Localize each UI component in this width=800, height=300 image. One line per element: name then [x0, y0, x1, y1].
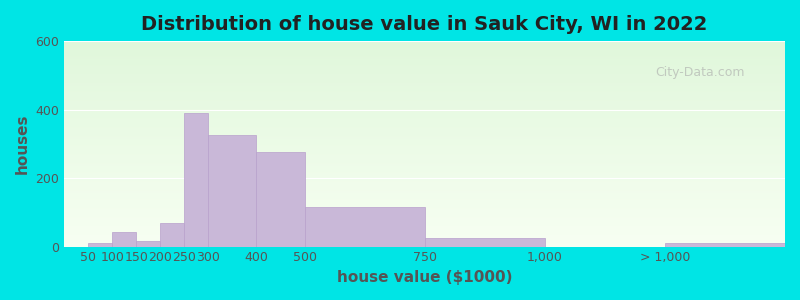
Bar [257, 152, 305, 247]
Bar [88, 243, 112, 247]
Bar [209, 135, 257, 247]
X-axis label: house value ($1000): house value ($1000) [337, 270, 512, 285]
Bar [160, 223, 185, 247]
Title: Distribution of house value in Sauk City, WI in 2022: Distribution of house value in Sauk City… [142, 15, 708, 34]
Bar [112, 232, 136, 247]
Y-axis label: houses: houses [15, 114, 30, 174]
Bar [425, 238, 545, 247]
Bar [665, 243, 785, 247]
Bar [305, 207, 425, 247]
Bar [136, 241, 160, 247]
Bar [185, 113, 209, 247]
Text: City-Data.com: City-Data.com [655, 66, 745, 79]
